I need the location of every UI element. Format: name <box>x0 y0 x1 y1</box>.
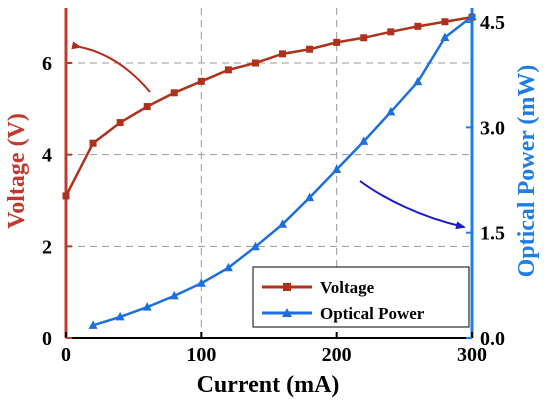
optical-power-point <box>359 136 369 145</box>
voltage-point <box>333 38 341 46</box>
voltage-axis-arrow <box>71 41 151 93</box>
voltage-point <box>170 89 178 97</box>
x-tick-label: 100 <box>186 344 216 366</box>
left-axis-title: Voltage (V) <box>4 113 30 229</box>
left-tick-label: 6 <box>42 53 52 75</box>
voltage-point <box>116 119 124 127</box>
optical-power-point <box>196 278 206 287</box>
right-tick-label: 0.0 <box>480 328 505 350</box>
left-tick-label: 0 <box>42 328 52 350</box>
x-tick-label: 0 <box>61 344 71 366</box>
optical-power-point <box>386 106 396 116</box>
axes: 0 100 200 300 0 2 4 6 0.0 1.5 3.0 4.5 <box>42 8 505 366</box>
optical-power-point <box>467 11 477 20</box>
optical-power-point <box>440 32 450 41</box>
right-tick-label: 3.0 <box>480 117 505 139</box>
voltage-point <box>387 28 395 36</box>
optical-power-series <box>88 11 477 329</box>
optical-power-point <box>169 290 179 300</box>
voltage-point <box>143 103 151 111</box>
optical-power-point <box>88 320 98 329</box>
right-axis-title: Optical Power (mW) <box>514 65 540 278</box>
voltage-series <box>62 13 476 200</box>
left-tick-label: 4 <box>42 145 52 167</box>
voltage-point <box>197 77 205 85</box>
left-tick-label: 2 <box>42 236 52 258</box>
legend-optical-power-label: Optical Power <box>320 304 425 323</box>
annotation-arrows <box>71 41 466 230</box>
axis-titles: Current (mA) Voltage (V) Optical Power (… <box>4 65 540 398</box>
optical-power-point <box>305 192 315 202</box>
optical-power-point <box>413 76 423 86</box>
x-tick-label: 200 <box>322 344 352 366</box>
x-tick-label: 300 <box>457 344 487 366</box>
grid-lines <box>66 8 472 338</box>
voltage-point <box>279 50 287 58</box>
optical-power-point <box>250 241 260 251</box>
optical-power-axis-arrow <box>359 180 466 230</box>
legend-voltage-marker <box>283 283 291 291</box>
voltage-point <box>441 18 449 26</box>
optical-power-point <box>278 219 288 228</box>
optical-power-point <box>332 164 342 173</box>
right-tick-label: 1.5 <box>480 223 505 245</box>
voltage-line <box>64 15 473 197</box>
plot-series <box>62 11 477 329</box>
voltage-point <box>306 45 314 53</box>
optical-power-point <box>142 302 152 311</box>
legend-optical-power-marker <box>282 308 292 317</box>
voltage-point <box>62 192 70 200</box>
voltage-point <box>360 34 368 42</box>
legend-voltage-label: Voltage <box>320 278 375 297</box>
optical-power-point <box>115 311 125 321</box>
voltage-point <box>89 139 97 147</box>
right-tick-label: 4.5 <box>480 12 505 34</box>
voltage-point <box>251 59 259 67</box>
x-axis-title: Current (mA) <box>197 372 340 398</box>
optical-power-point <box>223 262 233 272</box>
voltage-point <box>414 22 422 30</box>
voltage-point <box>224 66 232 74</box>
legend: Voltage Optical Power <box>252 266 470 328</box>
